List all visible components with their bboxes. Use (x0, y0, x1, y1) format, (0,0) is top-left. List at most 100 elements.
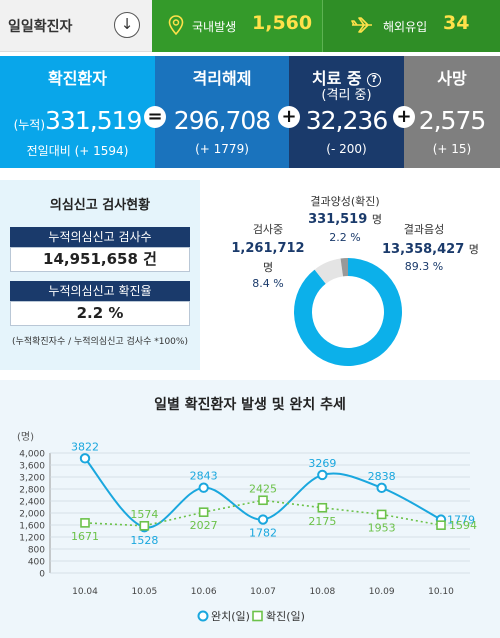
chart-title: 일별 확진환자 발생 및 완치 추세 (154, 397, 346, 413)
confirmed-number: 331,519 (45, 106, 142, 135)
pie-testing-label: 검사중 (252, 223, 284, 236)
point-confirmed (139, 520, 150, 531)
legend-label-confirmed: 확진(일) (266, 609, 305, 623)
rate-formula-note: (누적확진자수 / 누적의심신고 검사수 *100%) (12, 337, 188, 347)
pie-positive-label: 결과양성(확진) (310, 195, 380, 208)
overseas-label: 해외유입 (383, 20, 428, 34)
x-tick-label: 10.08 (309, 587, 335, 597)
pie-negative-number: 13,358,427 (382, 242, 465, 257)
data-label-recovered: 2838 (368, 470, 396, 483)
pie-positive-unit: 명 (371, 213, 382, 226)
treating-value: 32,236 (305, 106, 388, 135)
confirmed-delta: 전일대비 (+ 1594) (26, 144, 129, 158)
cumulative-prefix: (누적) (13, 118, 46, 132)
overseas-value: 34 (443, 12, 470, 34)
data-label-recovered: 1779 (447, 514, 475, 527)
daily-confirmed-title: 일일확진자 (8, 19, 73, 35)
data-label-recovered: 3269 (308, 457, 336, 470)
data-label-confirmed: 2425 (249, 482, 277, 495)
y-tick-label: 2,000 (19, 510, 45, 520)
point-confirmed (258, 495, 268, 506)
x-tick-label: 10.05 (131, 587, 157, 597)
deaths-box: 사망 2,575 (+ 15) (404, 56, 500, 168)
pie-negative-value: 13,358,427 명 (374, 241, 500, 257)
pie-positive-number: 331,519 (308, 212, 368, 227)
point-recovered (257, 514, 269, 525)
released-title: 격리해제 (192, 69, 252, 88)
location-pin-icon (168, 15, 184, 35)
overseas-cases: 해외유입 34 (322, 0, 500, 52)
x-tick-label: 10.07 (250, 587, 276, 597)
data-label-confirmed: 1953 (368, 521, 396, 534)
y-tick-label: 1,600 (19, 522, 45, 532)
y-tick-label: 1,200 (19, 534, 45, 544)
total-tests-value: 14,951,658 건 (10, 247, 190, 272)
point-confirmed (80, 518, 90, 528)
pie-negative-unit: 명 (468, 243, 479, 256)
pie-testing-pct: 8.4 % (252, 277, 284, 290)
donut-slice-positive (340, 258, 348, 277)
daily-trend-chart: 일별 확진환자 발생 및 완치 추세 (명) 0 400 800 1,200 1,600 2… (0, 380, 500, 638)
test-status-summary: 의심신고 검사현황 누적의심신고 검사수 14,951,658 건 누적의심신고… (0, 180, 200, 370)
y-tick-label: 400 (28, 558, 45, 568)
positive-rate-value: 2.2 % (10, 301, 190, 326)
point-recovered (198, 482, 209, 493)
treating-delta: (- 200) (326, 142, 367, 156)
plus-icon: + (278, 106, 300, 128)
daily-confirmed-bar: 일일확진자 ↓ 국내발생 1,560 해외유입 34 (0, 0, 500, 52)
released-delta: (+ 1779) (195, 142, 249, 156)
data-label-confirmed: 2175 (308, 515, 336, 528)
airplane-icon (351, 17, 372, 33)
point-confirmed (436, 520, 446, 530)
trend-chart-svg: (명) 0 400 800 1,200 1,600 2,000 2,400 2,800 3,200… (17, 431, 477, 623)
x-tick-label: 10.09 (369, 587, 395, 597)
test-status-title: 의심신고 검사현황 (49, 198, 151, 213)
data-label-recovered: 3822 (71, 440, 99, 453)
arrow-down-icon[interactable]: ↓ (114, 12, 140, 38)
point-recovered (376, 482, 387, 494)
released-box: 격리해제 296,708 (+ 1779) (155, 56, 289, 168)
help-icon[interactable]: ? (367, 73, 382, 87)
confirmed-title: 확진환자 (48, 69, 107, 88)
plus-icon: + (393, 106, 415, 128)
deaths-value: 2,575 (418, 106, 487, 135)
legend-marker-recovered (197, 610, 209, 622)
y-tick-label: 0 (39, 570, 45, 580)
released-value: 296,708 (173, 106, 271, 135)
domestic-cases: 국내발생 1,560 (152, 0, 322, 52)
deaths-title: 사망 (437, 69, 467, 88)
y-tick-label: 800 (28, 546, 45, 556)
treating-subtitle: (격리 중) (321, 88, 372, 103)
confirmed-box: 확진환자 (누적)331,519 전일대비 (+ 1594) (0, 56, 155, 168)
total-tests-label: 누적의심신고 검사수 (10, 227, 190, 247)
pie-positive-value: 331,519 명 (290, 211, 400, 227)
pie-testing-value: 1,261,712 (231, 241, 305, 256)
domestic-value: 1,560 (252, 12, 313, 34)
data-label-recovered: 1528 (130, 534, 158, 547)
data-label-recovered: 2843 (190, 470, 218, 483)
data-label-confirmed: 1594 (449, 519, 477, 532)
y-axis-label: (명) (17, 431, 34, 443)
point-recovered (317, 469, 328, 481)
y-tick-label: 2,400 (19, 498, 45, 508)
treating-title-text: 치료 중 (311, 69, 362, 88)
data-label-confirmed: 2027 (190, 519, 218, 532)
domestic-label: 국내발생 (192, 20, 237, 34)
deaths-delta: (+ 15) (432, 142, 472, 156)
pie-negative-label: 결과음성 (403, 223, 445, 236)
test-result-donut (294, 258, 402, 366)
point-confirmed (317, 502, 328, 513)
pie-negative-pct: 89.3 % (404, 260, 444, 273)
equals-icon: = (144, 106, 166, 128)
pie-testing-unit: 명 (262, 261, 274, 274)
donut-slice-testing (314, 258, 344, 284)
pie-positive-pct: 2.2 % (329, 231, 361, 244)
data-label-confirmed: 1574 (130, 508, 158, 521)
y-tick-label: 4,000 (19, 450, 45, 460)
point-recovered (79, 453, 91, 464)
test-status-panel: 의심신고 검사현황 누적의심신고 검사수 14,951,658 건 누적의심신고… (0, 180, 500, 370)
x-tick-label: 10.06 (191, 587, 217, 597)
daily-confirmed-toggle[interactable]: 일일확진자 ↓ (0, 0, 152, 52)
point-confirmed (198, 507, 209, 517)
y-tick-label: 3,600 (19, 462, 45, 472)
